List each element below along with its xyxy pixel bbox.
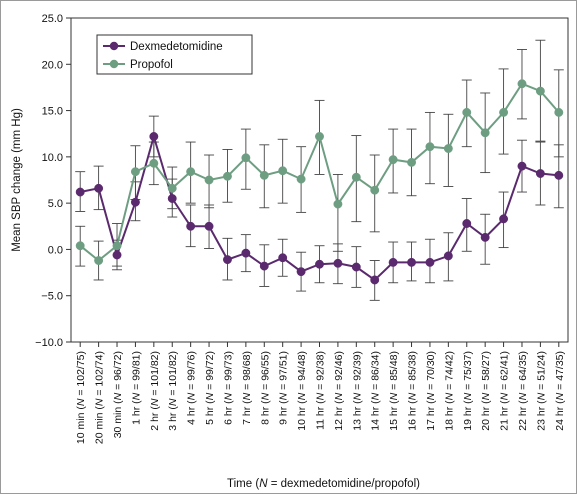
x-tick-label: 6 hr (N = 99/73) <box>222 351 234 425</box>
dexmedetomidine-data-point <box>186 221 196 231</box>
dexmedetomidine-data-point <box>425 257 435 267</box>
x-tick-label: 9 hr (N = 97/51) <box>278 351 290 425</box>
propofol-data-point <box>517 79 527 89</box>
x-tick-label: 13 hr (N = 92/39) <box>351 351 363 431</box>
dexmedetomidine-data-point <box>130 197 140 207</box>
propofol-data-point <box>407 157 416 167</box>
x-tick-label: 3 hr (N = 101/82) <box>167 351 179 431</box>
propofol-data-point <box>388 155 398 165</box>
propofol-data-point <box>333 199 343 209</box>
dexmedetomidine-data-point <box>388 257 398 267</box>
legend-dexmedetomidine-label: Dexmedetomidine <box>130 41 223 53</box>
propofol-data-point <box>499 107 509 117</box>
propofol-data-point <box>186 167 196 177</box>
legend-dexmedetomidine-marker <box>109 41 119 51</box>
dexmedetomidine-data-point <box>167 194 177 203</box>
x-tick-label: 7 hr (N = 98/68) <box>241 351 253 425</box>
dexmedetomidine-data-point <box>259 261 269 271</box>
x-tick-label: 20 hr (N = 58/27) <box>480 351 492 431</box>
y-axis-title: Mean SBP change (mm Hg) <box>11 108 23 252</box>
x-tick-label: 14 hr (N = 86/34) <box>370 351 382 431</box>
x-tick-label: 12 hr (N = 92/46) <box>333 351 345 431</box>
dexmedetomidine-data-point <box>94 183 104 193</box>
propofol-data-point <box>315 132 324 141</box>
x-tick-label: 10 min (N = 102/75) <box>75 351 87 444</box>
propofol-data-point <box>223 171 232 181</box>
x-tick-label: 18 hr (N = 74/42) <box>443 351 455 431</box>
dexmedetomidine-data-point <box>223 255 232 265</box>
x-tick-label: 1 hr (N = 99/81) <box>130 351 142 425</box>
propofol-data-point <box>167 183 177 193</box>
dexmedetomidine-data-point <box>535 169 545 178</box>
x-tick-label: 24 hr (N = 47/35) <box>554 351 566 431</box>
x-tick-label: 8 hr (N = 96/55) <box>259 351 271 425</box>
dexmedetomidine-data-point <box>480 232 490 242</box>
dexmedetomidine-data-point <box>204 221 214 231</box>
y-tick-label: 15.0 <box>42 106 63 118</box>
x-tick-label: 21 hr (N = 62/41) <box>499 351 511 431</box>
dexmedetomidine-data-point <box>443 251 453 261</box>
y-tick-label: 10.0 <box>42 152 63 164</box>
dexmedetomidine-data-point <box>149 132 159 141</box>
dexmedetomidine-data-point <box>407 257 416 267</box>
propofol-data-point <box>462 107 472 117</box>
legend-propofol-marker <box>109 59 119 69</box>
x-tick-label: 15 hr (N = 85/48) <box>388 351 400 431</box>
propofol-data-point <box>94 256 104 265</box>
x-axis-title: Time (N = dexmedetomidine/propofol) <box>227 478 420 490</box>
propofol-data-point <box>535 86 545 96</box>
y-tick-label: 25.0 <box>42 13 63 25</box>
propofol-data-point <box>480 128 490 138</box>
dexmedetomidine-data-point <box>351 262 361 272</box>
dexmedetomidine-data-point <box>370 275 380 285</box>
dexmedetomidine-data-point <box>112 250 122 260</box>
propofol-data-point <box>278 166 288 176</box>
y-tick-label: 5.0 <box>48 198 63 210</box>
dexmedetomidine-data-point <box>554 170 564 180</box>
x-tick-label: 16 hr (N = 85/38) <box>407 351 419 431</box>
legend-box <box>96 34 253 75</box>
legend-propofol-label: Propofol <box>130 59 173 71</box>
y-tick-label: 0.0 <box>48 244 63 256</box>
propofol-data-point <box>204 175 214 185</box>
x-tick-label: 20 min (N = 102/74) <box>94 351 106 444</box>
y-tick-label: 20.0 <box>42 59 63 71</box>
dexmedetomidine-data-point <box>462 219 472 228</box>
propofol-data-point <box>443 144 453 153</box>
x-tick-label: 11 hr (N = 92/38) <box>315 351 327 430</box>
x-tick-label: 4 hr (N = 99/76) <box>186 351 198 425</box>
x-tick-label: 30 min (N = 96/72) <box>112 351 124 438</box>
propofol-data-point <box>112 241 122 251</box>
dexmedetomidine-data-point <box>296 267 306 277</box>
propofol-data-point <box>351 172 361 182</box>
dexmedetomidine-data-point <box>278 253 288 263</box>
propofol-data-point <box>149 158 159 168</box>
dexmedetomidine-data-point <box>499 214 509 224</box>
dexmedetomidine-data-point <box>241 248 251 258</box>
dexmedetomidine-data-point <box>315 259 324 269</box>
dexmedetomidine-data-point <box>333 258 343 268</box>
y-tick-label: −10.0 <box>35 337 63 349</box>
propofol-data-point <box>296 174 306 184</box>
x-tick-label: 17 hr (N = 70/30) <box>425 351 437 431</box>
x-tick-label: 19 hr (N = 75/37) <box>462 351 474 431</box>
x-tick-label: 2 hr (N = 101/82) <box>149 351 161 431</box>
x-tick-label: 23 hr (N = 51/24) <box>535 351 547 431</box>
propofol-data-point <box>75 241 85 251</box>
propofol-data-point <box>259 170 269 180</box>
x-tick-label: 5 hr (N = 99/72) <box>204 351 216 425</box>
propofol-data-point <box>554 107 564 117</box>
propofol-data-point <box>425 142 435 152</box>
x-tick-label: 22 hr (N = 64/35) <box>517 351 529 431</box>
dexmedetomidine-data-point <box>75 187 85 197</box>
propofol-data-point <box>370 185 380 195</box>
propofol-data-point <box>130 167 140 177</box>
propofol-data-point <box>241 153 251 163</box>
x-tick-label: 10 hr (N = 94/48) <box>296 351 308 431</box>
y-tick-label: −5.0 <box>41 291 63 303</box>
dexmedetomidine-data-point <box>517 161 527 171</box>
